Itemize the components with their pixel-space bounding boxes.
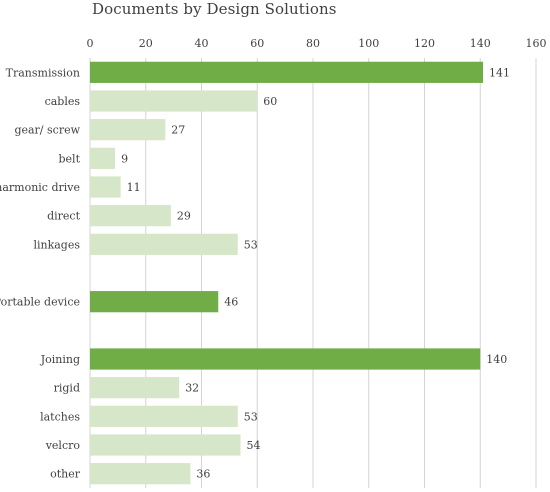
bar bbox=[90, 61, 484, 83]
bar bbox=[90, 233, 238, 255]
data-label: 54 bbox=[247, 439, 261, 452]
category-label: direct bbox=[47, 210, 80, 223]
x-tick-label: 60 bbox=[250, 37, 264, 50]
bar bbox=[90, 291, 219, 313]
category-label: rigid bbox=[54, 382, 80, 395]
bar bbox=[90, 147, 116, 169]
bar bbox=[90, 377, 180, 399]
data-label: 36 bbox=[196, 468, 210, 481]
x-tick-label: 160 bbox=[526, 37, 547, 50]
data-label: 46 bbox=[224, 296, 238, 309]
x-tick-label: 100 bbox=[358, 37, 379, 50]
category-label: belt bbox=[59, 152, 81, 165]
data-label: 60 bbox=[263, 95, 277, 108]
x-tick-label: 120 bbox=[414, 37, 435, 50]
data-label: 53 bbox=[244, 238, 258, 251]
x-tick-label: 80 bbox=[306, 37, 320, 50]
bar bbox=[90, 176, 121, 198]
category-label: latches bbox=[40, 410, 80, 423]
bar bbox=[90, 405, 238, 427]
bar bbox=[90, 119, 166, 141]
data-label: 29 bbox=[177, 210, 191, 223]
category-label: harmonic drive bbox=[0, 181, 80, 194]
data-label: 32 bbox=[185, 382, 199, 395]
bar bbox=[90, 90, 258, 112]
data-label: 53 bbox=[244, 410, 258, 423]
data-label: 140 bbox=[486, 353, 507, 366]
category-label: linkages bbox=[33, 238, 80, 251]
x-tick-label: 40 bbox=[195, 37, 209, 50]
category-label: Transmission bbox=[6, 66, 80, 79]
category-label: Portable device bbox=[0, 296, 80, 309]
data-label: 11 bbox=[127, 181, 141, 194]
data-label: 9 bbox=[121, 152, 128, 165]
bar bbox=[90, 434, 241, 456]
category-label: Joining bbox=[40, 353, 80, 366]
bar bbox=[90, 205, 171, 227]
x-tick-label: 20 bbox=[139, 37, 153, 50]
x-tick-label: 140 bbox=[470, 37, 491, 50]
category-label: velcro bbox=[45, 439, 81, 452]
data-label: 27 bbox=[171, 124, 185, 137]
bar bbox=[90, 463, 191, 485]
data-label: 141 bbox=[489, 66, 510, 79]
category-label: gear/ screw bbox=[14, 124, 80, 137]
chart-title: Documents by Design Solutions bbox=[92, 0, 337, 18]
x-tick-label: 0 bbox=[87, 37, 94, 50]
category-label: cables bbox=[45, 95, 81, 108]
bar bbox=[90, 348, 481, 370]
category-label: other bbox=[50, 468, 81, 481]
